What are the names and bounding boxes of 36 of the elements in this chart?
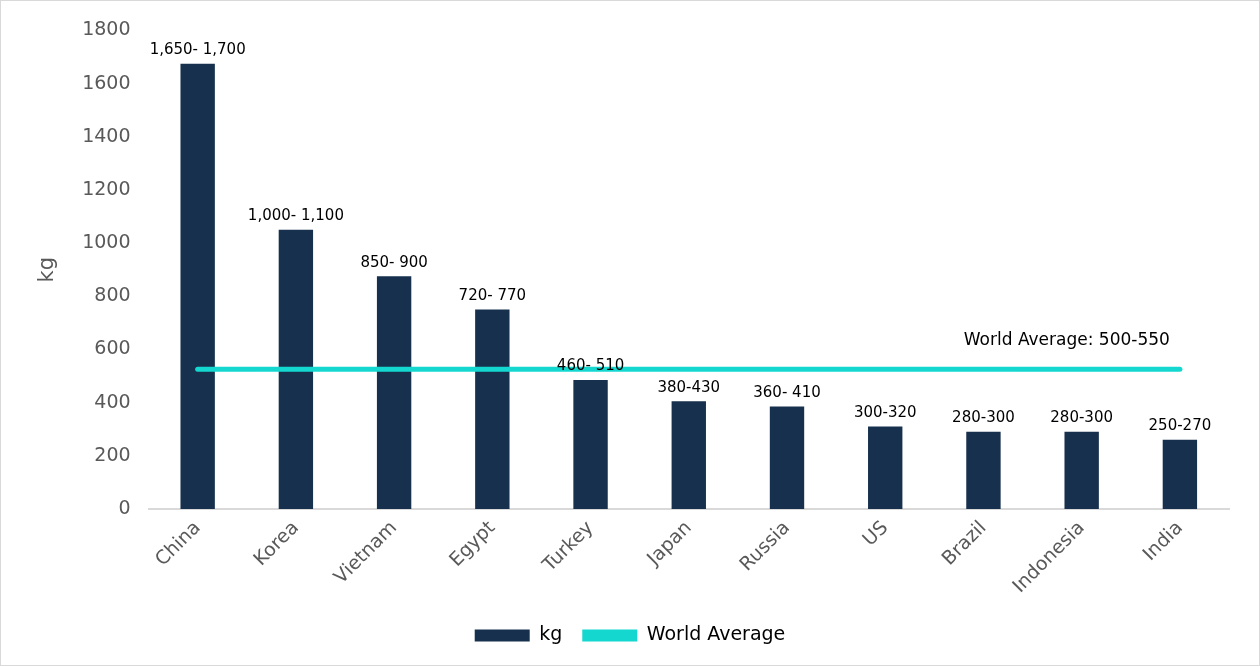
- y-tick-label: 1600: [82, 70, 131, 93]
- bar: [671, 401, 706, 509]
- bar: [868, 426, 903, 509]
- y-tick-label: 800: [94, 283, 131, 306]
- data-label: 1,650- 1,700: [149, 40, 246, 59]
- bar: [573, 379, 608, 509]
- bar: [475, 309, 510, 509]
- bar: [966, 431, 1001, 509]
- y-axis-title: kg: [34, 256, 59, 283]
- y-tick-label: 200: [94, 442, 131, 465]
- legend-label: World Average: [646, 622, 786, 645]
- y-tick-label: 1800: [82, 17, 131, 40]
- y-tick-label: 1200: [82, 176, 131, 199]
- data-label: 250-270: [1148, 416, 1212, 435]
- data-label: 360- 410: [753, 382, 821, 401]
- y-tick-label: 0: [118, 495, 131, 518]
- data-label: 280-300: [1050, 408, 1114, 427]
- y-tick-label: 1400: [82, 123, 131, 146]
- bar: [1162, 439, 1198, 509]
- y-tick-label: 1000: [82, 230, 131, 253]
- data-label: 280-300: [952, 408, 1015, 427]
- bar: [769, 406, 805, 509]
- x-tick-label: US: [857, 515, 892, 550]
- data-label: 380-430: [657, 377, 721, 396]
- data-label: 850- 900: [360, 252, 428, 271]
- bar: [278, 229, 314, 509]
- y-tick-label: 400: [94, 389, 131, 412]
- bar: [1064, 431, 1099, 509]
- data-label: 720- 770: [458, 285, 527, 304]
- legend-label: kg: [539, 622, 563, 645]
- y-tick-label: 600: [94, 336, 131, 359]
- bar: [180, 63, 215, 509]
- bar: [376, 276, 412, 509]
- annotation: World Average: 500-550: [963, 329, 1170, 350]
- data-label: 300-320: [853, 402, 917, 421]
- data-label: 1,000- 1,100: [247, 206, 344, 225]
